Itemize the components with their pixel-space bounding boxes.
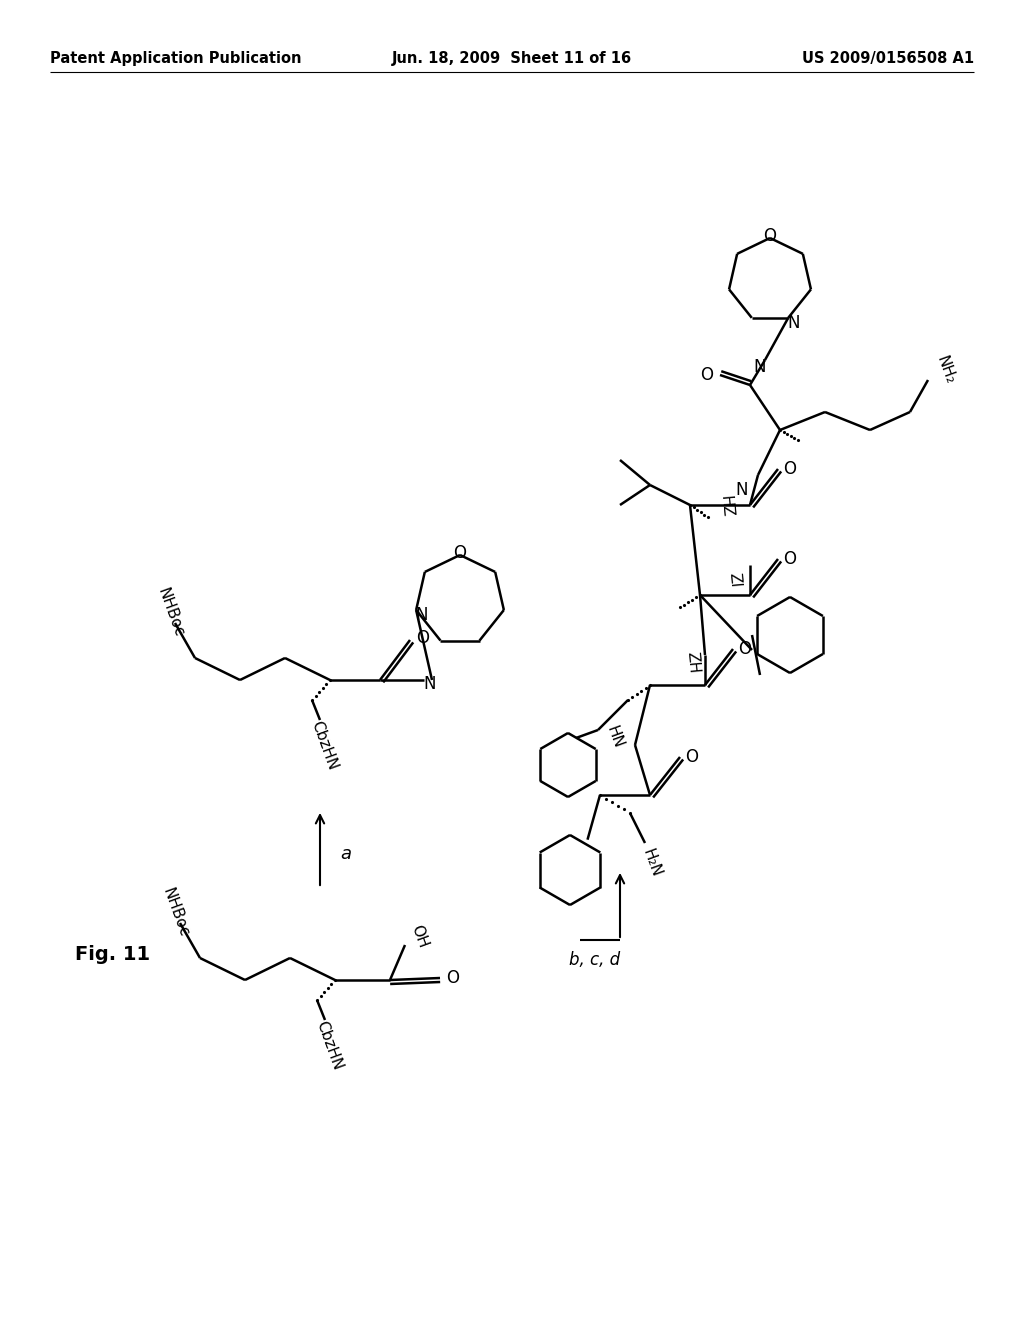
- Text: Jun. 18, 2009  Sheet 11 of 16: Jun. 18, 2009 Sheet 11 of 16: [392, 50, 632, 66]
- Text: NHBoc: NHBoc: [155, 586, 185, 640]
- Text: ZH: ZH: [685, 652, 701, 675]
- Text: US 2009/0156508 A1: US 2009/0156508 A1: [802, 50, 974, 66]
- Text: HN: HN: [604, 723, 626, 750]
- Text: Fig. 11: Fig. 11: [75, 945, 151, 965]
- Text: NH₂: NH₂: [934, 354, 958, 387]
- Text: a: a: [340, 845, 351, 863]
- Text: O: O: [417, 630, 429, 647]
- Text: H₂N: H₂N: [640, 847, 664, 879]
- Text: N: N: [787, 314, 800, 331]
- Text: O: O: [700, 366, 714, 384]
- Text: b, c, d: b, c, d: [569, 950, 621, 969]
- Text: CbzHN: CbzHN: [308, 719, 340, 772]
- Text: N: N: [736, 480, 749, 499]
- Text: O: O: [783, 550, 797, 568]
- Text: N: N: [415, 606, 427, 624]
- Text: O: O: [783, 459, 797, 478]
- Text: N: N: [424, 675, 436, 693]
- Text: O: O: [764, 227, 776, 246]
- Text: O: O: [685, 748, 698, 766]
- Text: HZ: HZ: [718, 495, 734, 519]
- Text: OH: OH: [408, 924, 430, 950]
- Text: NHBoc: NHBoc: [159, 886, 190, 940]
- Text: Patent Application Publication: Patent Application Publication: [50, 50, 301, 66]
- Text: ZI: ZI: [727, 572, 743, 589]
- Text: O: O: [446, 969, 460, 987]
- Text: O: O: [454, 544, 467, 562]
- Text: CbzHN: CbzHN: [313, 1019, 345, 1073]
- Text: O: O: [738, 640, 752, 657]
- Text: N: N: [754, 358, 766, 376]
